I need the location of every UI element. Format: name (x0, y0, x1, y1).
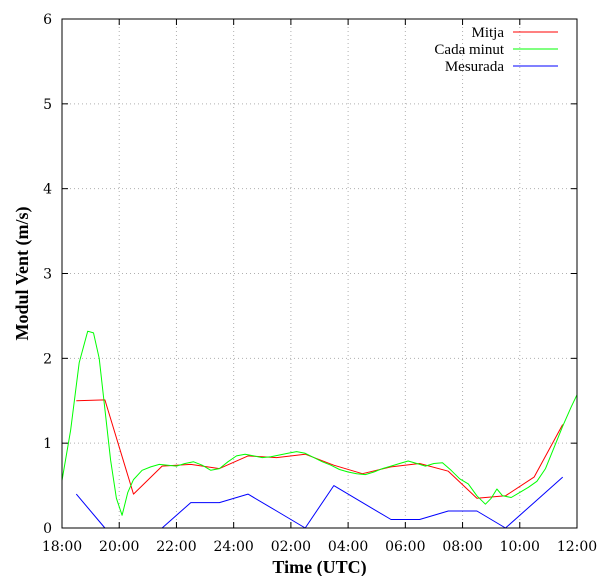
x-tick-label: 08:00 (442, 539, 482, 555)
legend-label: Mitja (472, 25, 505, 41)
y-axis-title: Modul Vent (m/s) (12, 206, 33, 340)
plot-frame (61, 18, 578, 529)
x-tick-label: 20:00 (99, 539, 139, 555)
y-tick-label: 2 (43, 351, 52, 367)
y-tick-label: 0 (43, 521, 52, 537)
x-tick-label: 02:00 (271, 539, 311, 555)
x-tick-label: 12:00 (557, 539, 597, 555)
legend-label: Mesurada (445, 59, 504, 75)
x-tick-label: 06:00 (385, 539, 425, 555)
tick-layer: 18:00 20:00 22:00 24:00 02:00 04:00 06:00 08:00… (42, 12, 597, 555)
y-tick-label: 5 (43, 97, 52, 113)
x-tick-label: 04:00 (328, 539, 368, 555)
grid-layer (62, 19, 577, 528)
series-line-3 (75, 476, 564, 529)
y-tick-label: 1 (43, 436, 52, 452)
series-line-2 (61, 330, 578, 516)
x-tick-label: 10:00 (500, 539, 540, 555)
x-tick-label: 22:00 (156, 539, 196, 555)
y-tick-label: 4 (43, 182, 52, 198)
x-axis-title: Time (UTC) (272, 557, 366, 576)
x-tick-label: 24:00 (213, 539, 253, 555)
x-tick-label: 18:00 (42, 539, 82, 555)
series-line-1 (76, 399, 564, 499)
y-tick-label: 6 (43, 12, 52, 28)
y-tick-label: 3 (43, 267, 52, 283)
series-layer (61, 330, 578, 529)
legend-label: Cada minut (434, 42, 504, 58)
